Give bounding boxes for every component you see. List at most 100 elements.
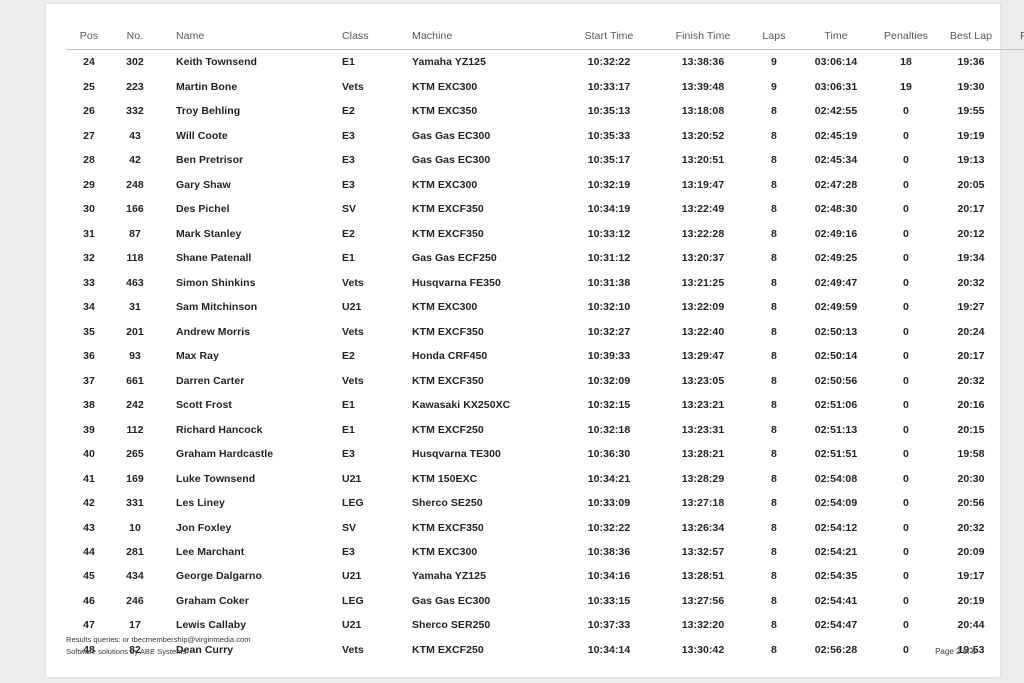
cell-class: LEG xyxy=(342,497,364,510)
cell-pos: 42 xyxy=(83,497,95,510)
cell-pos: 32 xyxy=(83,252,95,265)
cell-penalties: 19 xyxy=(900,80,912,93)
cell-finish_time: 13:28:29 xyxy=(681,472,725,485)
column-header-start-time[interactable]: Start Time xyxy=(562,30,656,50)
cell-penalties: 0 xyxy=(903,154,909,167)
column-header-finish-time[interactable]: Finish Time xyxy=(656,30,750,50)
cell-class: Vets xyxy=(342,276,364,289)
cell-pos: 46 xyxy=(83,594,95,607)
table-row[interactable]: 36 93 Max Ray E2 Honda CRF450 10:39:33 13:29:4… xyxy=(66,344,1024,368)
table-row[interactable]: 42 331 Les Liney LEG Sherco SE250 10:33:09 13:… xyxy=(66,491,1024,515)
column-header-laps[interactable]: Laps xyxy=(750,30,798,50)
cell-best_lap: 19:19 xyxy=(957,129,985,142)
cell-best_lap: 19:36 xyxy=(957,56,985,69)
cell-class: E1 xyxy=(342,252,355,265)
table-row[interactable]: 46 246 Graham Coker LEG Gas Gas EC300 10:33:1… xyxy=(66,589,1024,613)
cell-points: 240 xyxy=(1004,172,1024,196)
cell-finish_time: 13:29:47 xyxy=(681,350,725,363)
cell-time: 02:45:19 xyxy=(814,129,858,142)
cell-penalties: 0 xyxy=(903,276,909,289)
cell-no: 201 xyxy=(126,325,144,338)
cell-time: 02:54:12 xyxy=(814,521,858,534)
cell-machine: Husqvarna FE350 xyxy=(412,276,501,289)
cell-no: 43 xyxy=(129,129,141,142)
cell-finish_time: 13:26:34 xyxy=(681,521,725,534)
table-row[interactable]: 40 265 Graham Hardcastle E3 Husqvarna TE300 1… xyxy=(66,442,1024,466)
cell-start_time: 10:39:33 xyxy=(587,350,631,363)
table-row[interactable]: 24 302 Keith Townsend E1 Yamaha YZ125 10:32:2… xyxy=(66,50,1024,75)
cell-class: E1 xyxy=(342,399,355,412)
table-row[interactable]: 25 223 Martin Bone Vets KTM EXC300 10:33:17 13… xyxy=(66,74,1024,98)
cell-finish_time: 13:18:08 xyxy=(681,105,725,118)
table-row[interactable]: 31 87 Mark Stanley E2 KTM EXCF350 10:33:12 13:… xyxy=(66,221,1024,245)
cell-time: 02:51:51 xyxy=(814,448,858,461)
cell-pos: 24 xyxy=(83,56,95,69)
cell-finish_time: 13:22:28 xyxy=(681,227,725,240)
table-row[interactable]: 41 169 Luke Townsend U21 KTM 150EXC 10:34:21 1… xyxy=(66,466,1024,490)
cell-name: Andrew Morris xyxy=(176,325,251,338)
cell-best_lap: 19:55 xyxy=(957,105,985,118)
column-header-penalties[interactable]: Penalties xyxy=(874,30,938,50)
cell-time: 02:54:41 xyxy=(814,594,858,607)
cell-machine: KTM EXCF350 xyxy=(412,374,484,387)
table-row[interactable]: 32 118 Shane Patenall E1 Gas Gas ECF250 10:31… xyxy=(66,246,1024,270)
cell-penalties: 0 xyxy=(903,129,909,142)
cell-start_time: 10:37:33 xyxy=(587,619,631,632)
table-row[interactable]: 48 82 Dean Curry Vets KTM EXCF250 10:34:14 13:… xyxy=(66,638,1024,662)
table-row[interactable]: 28 42 Ben Pretrisor E3 Gas Gas EC300 10:35:17… xyxy=(66,148,1024,172)
cell-name: Graham Hardcastle xyxy=(176,448,274,461)
cell-penalties: 0 xyxy=(903,252,909,265)
cell-laps: 8 xyxy=(771,129,777,142)
cell-machine: Gas Gas EC300 xyxy=(412,154,491,167)
column-header-pos[interactable]: Pos xyxy=(66,30,112,50)
column-header-machine[interactable]: Machine xyxy=(406,30,562,50)
column-header-points[interactable]: Points xyxy=(1004,30,1024,50)
cell-machine: KTM EXC300 xyxy=(412,178,478,191)
cell-points: 251 xyxy=(1004,74,1024,98)
cell-laps: 8 xyxy=(771,399,777,412)
cell-class: E3 xyxy=(342,129,355,142)
table-row[interactable]: 43 10 Jon Foxley SV KTM EXCF350 10:32:22 13:26… xyxy=(66,515,1024,539)
cell-penalties: 0 xyxy=(903,399,909,412)
results-sheet: Pos No. Name Class Machine Start Time Fi… xyxy=(66,30,1024,662)
column-header-no[interactable]: No. xyxy=(112,30,158,50)
cell-machine: KTM EXC300 xyxy=(412,545,478,558)
cell-name: Richard Hancock xyxy=(176,423,263,436)
table-row[interactable]: 27 43 Will Coote E3 Gas Gas EC300 10:35:33 13:… xyxy=(66,123,1024,147)
cell-laps: 8 xyxy=(771,325,777,338)
table-row[interactable]: 38 242 Scott Frost E1 Kawasaki KX250XC 10:32:… xyxy=(66,393,1024,417)
cell-best_lap: 20:16 xyxy=(957,399,985,412)
cell-best_lap: 19:27 xyxy=(957,301,985,314)
cell-pos: 48 xyxy=(83,643,95,656)
table-row[interactable]: 26 332 Troy Behling E2 KTM EXC350 10:35:13 13:… xyxy=(66,99,1024,123)
table-row[interactable]: 47 17 Lewis Callaby U21 Sherco SER250 10:37:3… xyxy=(66,613,1024,637)
cell-machine: Honda CRF450 xyxy=(412,350,488,363)
table-row[interactable]: 44 281 Lee Marchant E3 KTM EXC300 10:38:36 13:… xyxy=(66,540,1024,564)
table-row[interactable]: 37 661 Darren Carter Vets KTM EXCF350 10:32:0… xyxy=(66,368,1024,392)
cell-time: 02:47:28 xyxy=(814,178,858,191)
table-row[interactable]: 29 248 Gary Shaw E3 KTM EXC300 10:32:19 13:19:… xyxy=(66,172,1024,196)
table-row[interactable]: 33 463 Simon Shinkins Vets Husqvarna FE350 10… xyxy=(66,270,1024,294)
table-row[interactable]: 39 112 Richard Hancock E1 KTM EXCF250 10:32:1… xyxy=(66,417,1024,441)
cell-best_lap: 20:56 xyxy=(957,497,985,510)
cell-time: 02:54:09 xyxy=(814,497,858,510)
cell-time: 02:49:47 xyxy=(814,276,858,289)
column-header-class[interactable]: Class xyxy=(336,30,406,50)
cell-laps: 8 xyxy=(771,178,777,191)
column-header-time[interactable]: Time xyxy=(798,30,874,50)
cell-best_lap: 19:30 xyxy=(957,80,985,93)
table-row[interactable]: 34 31 Sam Mitchinson U21 KTM EXC300 10:32:10 1… xyxy=(66,295,1024,319)
column-header-name[interactable]: Name xyxy=(158,30,336,50)
cell-laps: 8 xyxy=(771,105,777,118)
cell-best_lap: 20:32 xyxy=(957,374,985,387)
cell-best_lap: 20:17 xyxy=(957,350,985,363)
document-page: Pos No. Name Class Machine Start Time Fi… xyxy=(46,4,1024,677)
table-row[interactable]: 45 434 George Dalgarno U21 Yamaha YZ125 10:34… xyxy=(66,564,1024,588)
cell-machine: KTM EXC300 xyxy=(412,80,478,93)
table-row[interactable]: 30 166 Des Pichel SV KTM EXCF350 10:34:19 13:2… xyxy=(66,197,1024,221)
column-header-best-lap[interactable]: Best Lap xyxy=(938,30,1004,50)
table-row[interactable]: 35 201 Andrew Morris Vets KTM EXCF350 10:32:2… xyxy=(66,319,1024,343)
cell-penalties: 0 xyxy=(903,570,909,583)
cell-points: 240 xyxy=(1004,491,1024,515)
cell-penalties: 0 xyxy=(903,472,909,485)
